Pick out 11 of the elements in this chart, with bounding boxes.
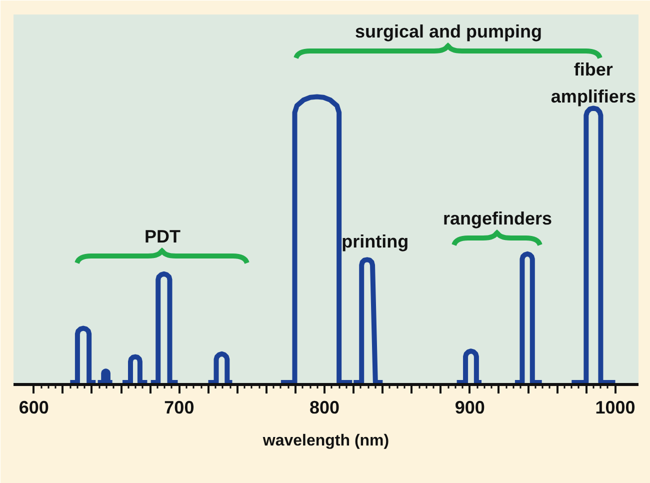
x-tick-label: 600	[18, 398, 49, 418]
annotation: fiber amplifiers	[550, 60, 636, 107]
x-axis-title: wavelength (nm)	[262, 432, 390, 450]
text: surgical and pumping	[354, 22, 542, 42]
x-tick-label: 900	[454, 398, 485, 418]
annotation: rangefinders	[442, 208, 552, 228]
x-tick-label: 1000	[595, 398, 636, 418]
annotation: printing	[342, 232, 409, 252]
annotation: PDT	[144, 226, 181, 246]
x-tick-label: 700	[164, 398, 194, 418]
x-tick-label: 800	[310, 398, 340, 418]
